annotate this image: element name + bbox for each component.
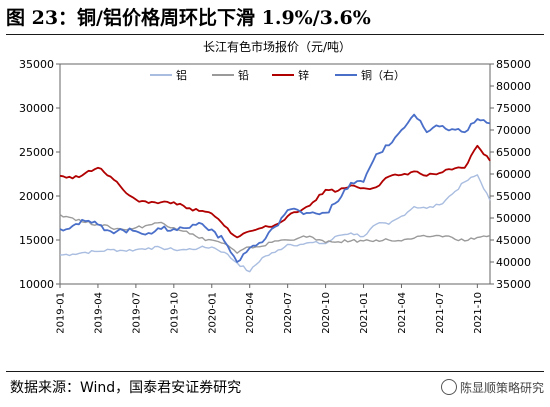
x-tick-label: 2021-07: [435, 292, 446, 334]
figure-title: 图 23：铜/铝价格周环比下滑 1.9%/3.6%: [6, 7, 371, 29]
x-tick-label: 2019-07: [131, 292, 142, 334]
right-tick-label: 40000: [496, 256, 531, 269]
watermark-text: 陈显顺策略研究: [459, 381, 544, 395]
right-y-axis: 35000 40000 45000 50000 55000 60000 65000 70000…: [490, 58, 531, 291]
line-chart: 长江有色市场报价（元/吨） 铝 铅 锌 铜（右） 10000 15000 20000 250…: [19, 39, 531, 334]
x-axis: 2019-01 2019-04 2019-07 2019-10 2020-01 2020-…: [56, 284, 484, 334]
left-tick-label: 10000: [19, 278, 54, 291]
series-line-1: [59, 174, 491, 273]
left-tick-label: 35000: [19, 58, 54, 71]
chart-legend: 铝 铅 锌 铜（右）: [150, 68, 405, 82]
x-tick-label: 2019-10: [169, 292, 180, 334]
series-line-3: [59, 144, 491, 239]
x-tick-label: 2020-04: [245, 292, 256, 334]
right-tick-label: 50000: [496, 212, 531, 225]
footer-divider: [6, 371, 544, 372]
x-tick-label: 2021-10: [473, 292, 484, 334]
legend-label: 铝: [176, 68, 187, 82]
legend-label: 铜（右）: [361, 68, 405, 82]
series-line-2: [59, 213, 491, 254]
x-tick-label: 2019-04: [93, 292, 104, 334]
left-tick-label: 25000: [19, 146, 54, 159]
left-tick-label: 30000: [19, 102, 54, 115]
x-tick-label: 2021-04: [397, 292, 408, 334]
right-tick-label: 60000: [496, 168, 531, 181]
right-tick-label: 55000: [496, 190, 531, 203]
right-tick-label: 45000: [496, 234, 531, 247]
legend-label: 铅: [238, 68, 249, 82]
wechat-icon: [440, 379, 457, 395]
x-tick-label: 2020-07: [283, 292, 294, 334]
x-tick-label: 2020-01: [207, 292, 218, 334]
watermark: 陈显顺策略研究: [440, 378, 544, 398]
title-divider: [6, 34, 544, 35]
left-tick-label: 15000: [19, 234, 54, 247]
x-tick-label: 2019-01: [56, 292, 67, 334]
x-tick-label: 2021-01: [359, 292, 370, 334]
legend-label: 锌: [298, 68, 309, 82]
left-y-axis: 10000 15000 20000 25000 30000 35000: [19, 58, 60, 291]
right-tick-label: 75000: [496, 102, 531, 115]
right-tick-label: 70000: [496, 124, 531, 137]
x-tick-label: 2020-10: [321, 292, 332, 334]
right-tick-label: 80000: [496, 80, 531, 93]
series-line-4: [59, 113, 491, 263]
source-note: 数据来源：Wind，国泰君安证券研究: [10, 380, 242, 396]
right-tick-label: 35000: [496, 278, 531, 291]
series-layer: [59, 113, 491, 273]
right-tick-label: 65000: [496, 146, 531, 159]
left-tick-label: 20000: [19, 190, 54, 203]
right-tick-label: 85000: [496, 58, 531, 71]
chart-title: 长江有色市场报价（元/吨）: [203, 39, 351, 54]
